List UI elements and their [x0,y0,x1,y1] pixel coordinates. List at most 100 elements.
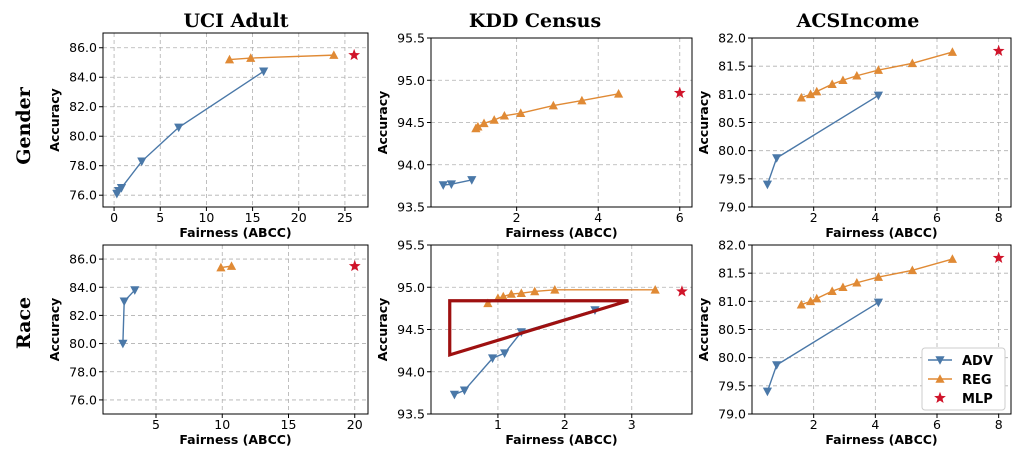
series-line-reg [801,51,953,99]
data-point-mlp [676,285,688,297]
chart-panel-5: 1 2 3 93.5 94.0 94.5 95.0 95.5 Fairness (ABCC) Ac… [375,238,693,447]
series-reg [216,261,237,272]
series-adv [438,176,477,190]
data-point-reg [812,86,822,96]
data-point-reg [246,53,256,62]
data-point-adv [116,184,127,193]
column-title-1: UCI Adult [183,10,288,32]
y-tick-label: 86.0 [69,40,97,55]
y-tick-label: 79.5 [718,171,746,186]
y-tick-label: 80.0 [69,336,97,351]
chart-panel-2: 2 4 6 93.5 94.0 94.5 95.0 95.5 Fairness (ABCC) Ac… [375,31,693,240]
y-tick-label: 84.0 [69,70,97,85]
data-point-reg [489,115,499,124]
y-tick-label: 94.0 [397,364,425,379]
y-tick-label: 95.0 [397,280,425,295]
y-tick-label: 80.5 [718,322,746,337]
data-point-adv [873,298,884,308]
data-point-reg [516,108,526,118]
data-point-adv [772,361,782,370]
x-tick-label: 20 [291,210,307,225]
series-mlp [992,251,1005,263]
data-point-adv [118,339,128,349]
chart-panel-6: 2 4 6 8 79.0 79.5 80.0 80.5 81.0 81.5 82.0 Fairness… [696,238,1012,447]
data-point-mlp [348,48,361,61]
y-axis-label: Accuracy [375,91,390,155]
y-tick-label: 80.5 [718,115,746,130]
x-tick-label: 20 [347,417,363,432]
data-point-reg [473,121,483,131]
x-axis-label: Fairness (ABCC) [505,432,617,447]
plot-frame [102,244,369,415]
legend-marker-reg [935,374,945,383]
y-tick-label: 78.0 [69,158,97,173]
plot-frame [751,244,1012,415]
plot-frame [430,244,693,415]
data-point-mlp [348,259,361,272]
data-point-adv [459,386,470,396]
x-tick-label: 2 [810,210,818,225]
series-adv [762,91,884,190]
x-tick-label: 15 [281,417,297,432]
legend-marker-adv [935,356,945,365]
x-tick-label: 25 [337,210,353,225]
y-tick-label: 82.0 [69,308,97,323]
y-tick-label: 80.0 [69,129,97,144]
data-point-reg [506,289,516,298]
data-point-reg [516,288,526,297]
plot-frame [102,32,369,208]
legend-box [921,347,1006,411]
legend-label-adv: ADV [962,354,993,369]
data-point-reg [907,265,917,275]
y-tick-label: 95.5 [397,31,425,46]
data-point-reg [548,100,558,110]
data-point-reg [805,296,816,306]
data-point-mlp [992,251,1005,263]
x-axis-label: Fairness (ABCC) [179,432,291,447]
y-tick-label: 95.5 [397,238,425,253]
data-point-reg [796,92,806,102]
y-axis-label: Accuracy [47,298,62,362]
data-point-reg [479,118,489,128]
data-point-reg [226,261,237,270]
legend-label-reg: REG [962,373,992,388]
x-axis-label: Fairness (ABCC) [825,432,937,447]
data-point-mlp [673,86,686,98]
data-point-reg [805,89,816,99]
x-tick-label: 2 [810,417,818,432]
x-axis-label: Fairness (ABCC) [505,225,617,240]
x-tick-label: 2 [513,210,521,225]
plot-frame [751,37,1012,208]
data-point-adv [259,67,269,77]
data-point-reg [796,299,806,309]
x-tick-label: 6 [933,210,941,225]
data-point-adv [772,154,782,163]
data-point-reg [329,50,339,59]
series-adv [762,298,884,397]
data-point-adv [438,181,448,190]
data-point-reg [216,262,226,272]
series-mlp [676,285,688,297]
x-tick-label: 10 [214,417,230,432]
y-axis-label: Accuracy [47,88,62,152]
y-tick-label: 93.5 [397,200,425,215]
data-point-reg [947,47,958,56]
y-tick-label: 94.5 [397,322,425,337]
data-point-mlp [992,44,1005,56]
x-tick-label: 5 [156,210,164,225]
data-point-reg [650,284,660,294]
x-tick-label: 15 [245,210,261,225]
data-point-adv [762,387,773,397]
y-tick-label: 94.0 [397,157,425,172]
y-tick-label: 81.0 [718,294,746,309]
series-mlp [673,86,686,98]
data-point-reg [838,282,848,292]
y-tick-label: 81.0 [718,87,746,102]
data-point-reg [224,54,235,64]
data-point-adv [446,180,456,189]
y-axis-label: Accuracy [696,91,711,155]
series-adv [112,67,269,199]
data-point-reg [947,254,958,263]
data-point-adv [137,157,147,167]
series-reg [471,88,624,133]
